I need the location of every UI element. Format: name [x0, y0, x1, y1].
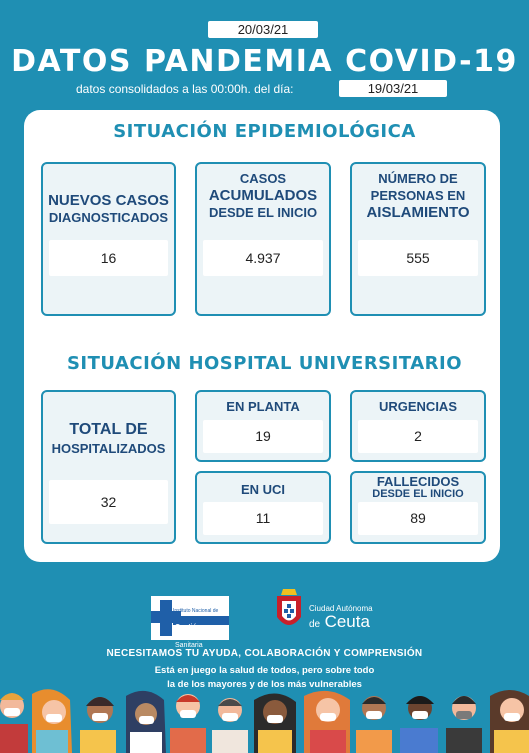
- isolation-card: NÚMERO DE PERSONAS EN AISLAMIENTO 555: [350, 162, 486, 316]
- person-4: [126, 690, 166, 753]
- people-with-masks-illustration: [0, 689, 529, 753]
- footer-slogan: NECESITAMOS TU AYUDA, COLABORACIÓN Y COM…: [106, 648, 423, 659]
- footer-line3: la de los mayores y de los más vulnerabl…: [167, 679, 362, 690]
- ward-card: EN PLANTA 19: [195, 390, 331, 462]
- footer-line2: Está en juego la salud de todos, pero so…: [154, 665, 375, 676]
- ceuta-coat-of-arms-icon: [277, 589, 301, 625]
- emergency-card: URGENCIAS 2: [350, 390, 486, 462]
- accumulated-label-1: CASOS: [239, 171, 287, 186]
- isolation-label-1: NÚMERO DE: [378, 171, 458, 186]
- person-12: [490, 690, 529, 753]
- ceuta-line2b: Ceuta: [324, 612, 370, 631]
- ceuta-line2a: de: [309, 619, 321, 630]
- new-cases-label-1: NUEVOS CASOS: [48, 192, 169, 209]
- consolidated-label: datos consolidados a las 00:00h. del día…: [76, 82, 294, 96]
- person-9: [356, 696, 392, 753]
- ingesa-line2a: Gestión: [175, 624, 202, 631]
- person-1: [0, 693, 28, 753]
- person-8: [304, 690, 350, 753]
- ceuta-line1: Ciudad Autónoma: [309, 604, 373, 613]
- person-11: [446, 696, 482, 753]
- accumulated-label-2: ACUMULADOS: [208, 187, 318, 204]
- isolation-label-2: PERSONAS EN: [370, 188, 466, 203]
- new-cases-value: 16: [49, 240, 168, 276]
- person-7: [254, 693, 296, 753]
- ward-value: 19: [203, 420, 323, 453]
- ingesa-logo: Instituto Nacional de Gestión Sanitaria: [151, 596, 229, 649]
- total-hospitalized-card: TOTAL DE HOSPITALIZADOS 32: [41, 390, 176, 544]
- accumulated-label-3: DESDE EL INICIO: [208, 205, 318, 220]
- person-6: [212, 698, 248, 753]
- consolidated-date: 19/03/21: [339, 80, 447, 97]
- person-2: [32, 689, 72, 753]
- ingesa-line1: Instituto Nacional de: [173, 608, 219, 614]
- total-hospitalized-label-1: TOTAL DE: [69, 421, 148, 438]
- icu-value: 11: [203, 502, 323, 535]
- emergency-value: 2: [358, 420, 478, 453]
- deceased-label-1: FALLECIDOS: [376, 474, 460, 489]
- isolation-value: 555: [358, 240, 478, 276]
- person-3: [80, 697, 116, 753]
- hospital-section-title: SITUACIÓN HOSPITAL UNIVERSITARIO: [66, 353, 463, 374]
- emergency-label: URGENCIAS: [378, 399, 457, 414]
- new-cases-card: NUEVOS CASOS DIAGNOSTICADOS 16: [41, 162, 176, 316]
- icu-card: EN UCI 11: [195, 471, 331, 544]
- page-title: DATOS PANDEMIA COVID-19: [11, 44, 518, 79]
- icu-label: EN UCI: [240, 482, 286, 497]
- deceased-card: FALLECIDOS DESDE EL INICIO 89: [350, 471, 486, 544]
- ingesa-line2b: Sanitaria: [175, 642, 203, 649]
- total-hospitalized-value: 32: [49, 480, 168, 524]
- total-hospitalized-label-2: HOSPITALIZADOS: [51, 441, 166, 456]
- report-date: 20/03/21: [208, 21, 318, 38]
- deceased-label-2: DESDE EL INICIO: [372, 488, 464, 500]
- person-10: [400, 696, 438, 753]
- accumulated-value: 4.937: [203, 240, 323, 276]
- epidemiological-section-title: SITUACIÓN EPIDEMIOLÓGICA: [113, 121, 416, 142]
- deceased-value: 89: [358, 502, 478, 535]
- accumulated-cases-card: CASOS ACUMULADOS DESDE EL INICIO 4.937: [195, 162, 331, 316]
- ward-label: EN PLANTA: [226, 399, 300, 414]
- person-5: [170, 694, 206, 753]
- new-cases-label-2: DIAGNOSTICADOS: [48, 210, 169, 225]
- isolation-label-3: AISLAMIENTO: [366, 204, 470, 221]
